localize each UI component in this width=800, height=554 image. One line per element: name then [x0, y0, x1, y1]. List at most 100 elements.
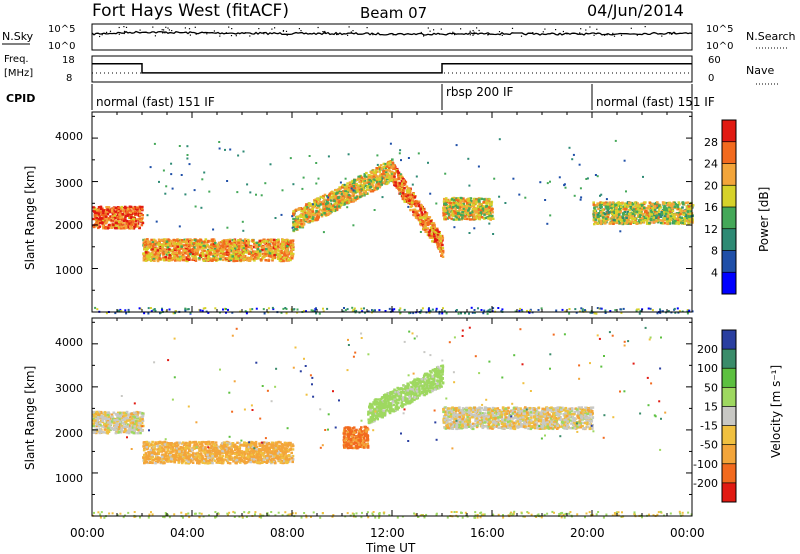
range-gate-cell [341, 200, 344, 203]
range-gate-cell [416, 216, 419, 220]
range-gate-cell [153, 253, 157, 256]
range-gate-cell [226, 250, 230, 253]
range-gate-cell [397, 177, 401, 180]
sparse-echo-cell [171, 187, 174, 190]
range-gate-cell [445, 207, 449, 210]
range-gate-cell [239, 241, 242, 244]
range-gate-cell [642, 217, 646, 220]
range-gate-cell [396, 170, 399, 173]
range-gate-cell [254, 252, 258, 255]
ground-scatter-cell [280, 311, 283, 314]
range-gate-cell [672, 203, 675, 206]
range-gate-cell [147, 245, 150, 248]
range-gate-cell [228, 257, 232, 260]
range-gate-cell [655, 220, 658, 223]
range-gate-cell [147, 258, 150, 261]
range-gate-cell [212, 245, 215, 248]
ground-scatter-cell [575, 311, 578, 314]
range-gate-cell [421, 220, 424, 223]
noise-search-point [532, 32, 534, 34]
noise-search-point [669, 33, 671, 35]
range-gate-cell [600, 206, 603, 209]
ground-scatter-cell [154, 309, 157, 312]
ground-scatter-cell [659, 308, 661, 311]
range-gate-cell [596, 222, 600, 225]
noise-search-point [579, 33, 582, 35]
range-gate-cell [460, 205, 463, 208]
ground-scatter-cell [399, 307, 402, 310]
range-gate-cell [691, 204, 695, 207]
range-gate-cell [354, 199, 357, 202]
noise-search-point [472, 30, 474, 32]
range-gate-cell [194, 259, 198, 262]
ground-scatter-cell [609, 310, 612, 312]
noise-search-point [589, 26, 591, 28]
range-gate-cell [242, 247, 246, 250]
ground-scatter-cell [445, 312, 448, 315]
colorbar-swatch [722, 185, 736, 208]
range-gate-cell [592, 214, 596, 217]
range-gate-cell [183, 238, 187, 241]
range-gate-cell [679, 207, 682, 211]
sparse-echo-cell [260, 194, 263, 197]
range-gate-cell [472, 216, 476, 219]
range-gate-cell [677, 212, 681, 215]
noise-search-point [440, 28, 442, 30]
range-gate-cell [421, 213, 424, 216]
range-gate-cell [182, 240, 186, 243]
range-gate-cell [276, 254, 280, 257]
range-gate-cell [380, 173, 384, 176]
range-gate-cell [382, 176, 385, 179]
sparse-echo-cell [322, 231, 325, 234]
range-gate-cell [463, 205, 467, 208]
range-gate-cell [428, 216, 432, 219]
range-gate-cell [629, 201, 632, 204]
range-gate-cell [189, 252, 192, 256]
range-gate-cell [267, 245, 270, 248]
range-gate-cell [211, 239, 214, 242]
range-gate-cell [447, 215, 451, 218]
range-gate-cell [302, 211, 305, 214]
range-gate-cell [196, 250, 199, 254]
range-gate-cell [642, 215, 646, 219]
range-gate-cell [204, 238, 208, 241]
range-gate-cell [182, 255, 186, 258]
sparse-echo-cell [455, 216, 458, 219]
ground-scatter-cell [351, 310, 354, 313]
noise-search-point [231, 28, 233, 30]
range-gate-cell [257, 256, 260, 259]
range-gate-cell [472, 197, 476, 201]
range-gate-cell [323, 198, 326, 201]
range-gate-cell [143, 248, 147, 251]
range-gate-cell [393, 178, 397, 181]
range-gate-cell [663, 201, 666, 204]
range-gate-cell [363, 182, 366, 185]
range-gate-cell [485, 205, 489, 208]
range-gate-cell [215, 252, 219, 255]
noise-search-point [433, 29, 435, 31]
range-gate-cell [349, 190, 353, 193]
ground-scatter-cell [393, 308, 396, 311]
range-gate-cell [680, 211, 683, 214]
range-gate-cell [256, 247, 260, 251]
range-gate-cell [333, 202, 336, 206]
range-gate-cell [654, 212, 658, 215]
range-gate-cell [345, 201, 349, 204]
range-gate-cell [202, 242, 206, 245]
ground-scatter-cell [473, 309, 476, 311]
range-gate-cell [453, 200, 456, 204]
range-gate-cell [430, 226, 433, 229]
range-gate-cell [222, 252, 226, 255]
range-gate-cell [132, 227, 136, 230]
sparse-echo-cell [212, 228, 215, 231]
range-gate-cell [655, 214, 659, 217]
range-gate-cell [425, 212, 429, 215]
range-gate-cell [421, 221, 425, 225]
range-gate-cell [592, 216, 596, 219]
range-gate-cell [97, 223, 100, 226]
range-gate-cell [244, 238, 247, 241]
range-gate-cell [627, 215, 631, 218]
ground-scatter-cell [482, 312, 485, 315]
noise-search-point [476, 27, 478, 29]
